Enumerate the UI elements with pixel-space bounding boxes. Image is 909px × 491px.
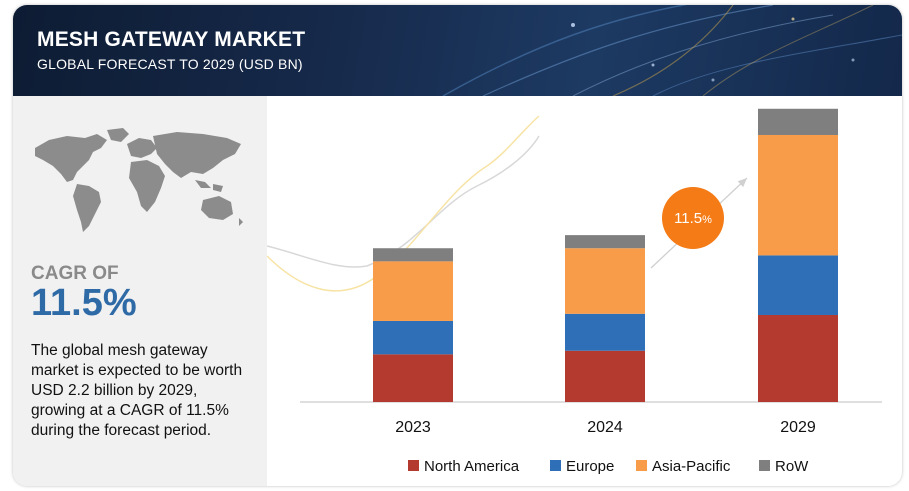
legend-swatch-asia-pacific [636, 460, 647, 471]
infographic-card: MESH GATEWAY MARKET GLOBAL FORECAST TO 2… [13, 5, 902, 486]
cagr-bubble-text: 11.5% [674, 210, 712, 227]
cagr-bubble-unit: % [702, 214, 712, 226]
x-tick-label-2023: 2023 [395, 419, 431, 436]
bars-layer [373, 108, 838, 402]
bar-segment-2023-row [373, 248, 453, 262]
legend-swatch-north-america [408, 460, 419, 471]
cagr-label: CAGR OF [31, 263, 119, 284]
light-streaks-decoration [442, 5, 902, 96]
bar-segment-2024-row [565, 235, 645, 249]
market-description: The global mesh gateway market is expect… [31, 342, 243, 439]
cagr-bubble [662, 187, 724, 249]
summary-panel: CAGR OF 11.5% The global mesh gateway ma… [13, 96, 267, 486]
x-axis-labels: 2023 2024 2029 [395, 419, 816, 436]
chart-title: MESH GATEWAY MARKET [37, 28, 306, 51]
bar-segment-2024-europe [565, 313, 645, 351]
bar-segment-2023-europe [373, 320, 453, 355]
bar-segment-2023-asia-pacific [373, 261, 453, 321]
bar-segment-2029-north-america [758, 314, 838, 402]
cagr-bubble-number: 11.5 [674, 210, 702, 227]
x-tick-label-2029: 2029 [780, 419, 816, 436]
legend-label-asia-pacific: Asia-Pacific [652, 458, 731, 475]
legend: North America Europe Asia-Pacific RoW [408, 458, 809, 475]
x-tick-label-2024: 2024 [587, 419, 623, 436]
bar-segment-2029-row [758, 108, 838, 135]
legend-swatch-row [759, 460, 770, 471]
decorative-swoosh-yellow [267, 115, 540, 292]
cagr-annotation: 11.5% [650, 177, 748, 269]
legend-label-row: RoW [775, 458, 809, 475]
stacked-bar-chart: 11.5% 2023 2024 2029 North America Europe As… [267, 108, 882, 475]
growth-arrow-head [737, 178, 747, 188]
world-map-icon [35, 128, 243, 232]
bar-segment-2024-north-america [565, 350, 645, 402]
header-banner: MESH GATEWAY MARKET GLOBAL FORECAST TO 2… [13, 5, 902, 96]
bar-segment-2029-asia-pacific [758, 134, 838, 256]
legend-swatch-europe [550, 460, 561, 471]
bar-segment-2024-asia-pacific [565, 248, 645, 314]
bar-segment-2029-europe [758, 255, 838, 315]
chart-subtitle: GLOBAL FORECAST TO 2029 (USD BN) [37, 56, 303, 72]
decorative-swoosh-gray [267, 135, 540, 268]
cagr-value: 11.5% [31, 282, 137, 324]
legend-label-europe: Europe [566, 458, 614, 475]
legend-label-north-america: North America [424, 458, 520, 475]
bar-segment-2023-north-america [373, 354, 453, 402]
